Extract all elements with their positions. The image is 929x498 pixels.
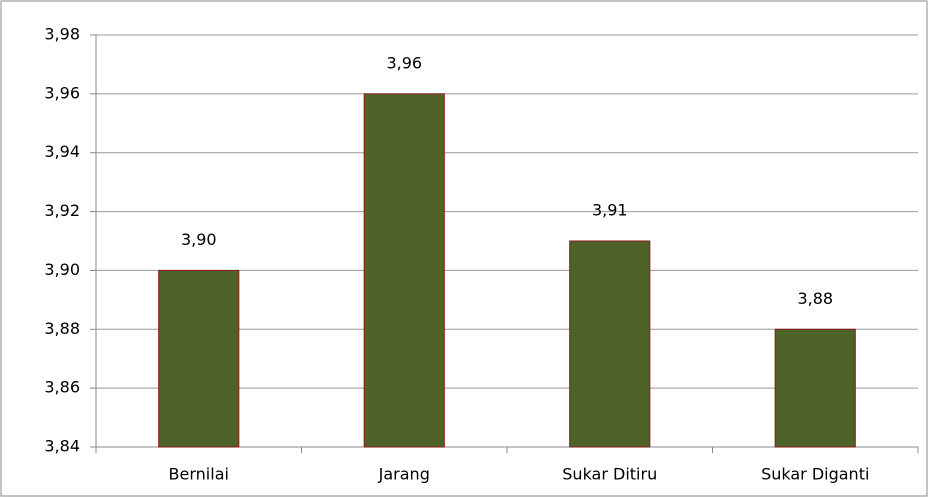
bar [569,240,651,448]
data-label: 3,91 [592,201,628,220]
x-tick-label: Sukar Ditiru [562,465,657,484]
x-tick-label: Bernilai [169,465,229,484]
y-tick-label: 3,98 [44,25,80,44]
y-tick-label: 3,86 [44,378,80,397]
y-tick-label: 3,88 [44,319,80,338]
x-tick-label: Sukar Diganti [761,465,869,484]
y-tick-label: 3,94 [44,142,80,161]
bar [774,328,856,448]
bar [363,93,445,448]
data-label: 3,96 [386,53,422,72]
bar [158,269,240,448]
x-tick-label: Jarang [378,465,430,484]
y-tick-label: 3,84 [44,437,80,456]
data-label: 3,88 [797,289,833,308]
y-tick-label: 3,90 [44,260,80,279]
data-label: 3,90 [181,230,217,249]
y-tick-label: 3,92 [44,201,80,220]
y-tick-label: 3,96 [44,83,80,102]
